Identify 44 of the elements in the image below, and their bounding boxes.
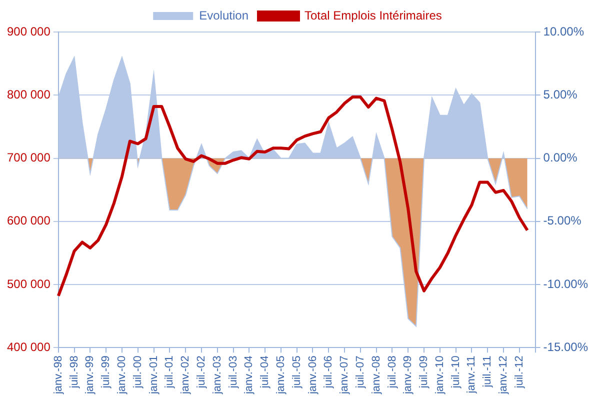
x-tick-label: juil.-06 (322, 356, 335, 390)
x-tick-label: janv.-05 (274, 356, 287, 396)
x-tick-label: janv.-04 (243, 356, 256, 396)
x-tick-label: juil.-05 (290, 356, 303, 390)
x-tick-label: janv.-01 (148, 356, 160, 396)
x-tick-label: janv.-99 (84, 356, 96, 396)
x-tick-label: janv.-11 (466, 356, 478, 394)
y2-tick-label: 10.00% (543, 24, 584, 38)
legend-label: Total Emplois Intérimaires (304, 8, 442, 22)
x-tick-label: juil.-01 (164, 356, 176, 390)
y-tick-label: 400 000 (6, 340, 51, 354)
x-tick-label: janv.-02 (180, 356, 192, 396)
y-tick-label: 700 000 (6, 150, 51, 165)
x-tick-label: juil.-07 (354, 356, 366, 390)
y2-tick-label: 5.00% (543, 87, 578, 102)
x-tick-label: janv.-06 (306, 356, 319, 396)
x-tick-label: juil.-00 (132, 356, 144, 390)
x-tick-label: juil.-08 (386, 356, 398, 390)
x-tick-label: janv.-09 (402, 356, 414, 396)
x-tick-label: janv.-08 (370, 356, 382, 396)
x-tick-label: juil.-11 (482, 356, 494, 388)
y-tick-label: 900 000 (6, 24, 51, 38)
y-tick-label: 600 000 (6, 214, 51, 228)
x-tick-label: juil.-09 (418, 356, 430, 390)
y-tick-label: 800 000 (6, 87, 51, 102)
x-tick-label: juil.-03 (227, 356, 240, 390)
legend-label: Evolution (199, 8, 249, 22)
y2-tick-label: -5.00% (543, 214, 582, 228)
y2-tick-label: -15.00% (543, 340, 588, 354)
x-tick-label: juil.-04 (259, 356, 272, 390)
x-tick-label: janv.-10 (434, 356, 446, 396)
y-tick-label: 500 000 (6, 276, 51, 291)
x-tick-label: juil.-98 (68, 356, 80, 390)
x-tick-label: janv.-07 (338, 356, 351, 396)
x-tick-label: juil.-10 (450, 356, 462, 390)
x-tick-label: juil.-12 (513, 356, 526, 390)
x-tick-label: juil.-99 (100, 356, 112, 390)
y2-tick-label: -10.00% (543, 276, 588, 291)
x-tick-label: janv.-00 (116, 356, 128, 396)
x-tick-label: janv.-12 (498, 356, 510, 396)
x-tick-label: juil.-02 (195, 356, 208, 390)
x-tick-label: janv.-98 (52, 356, 64, 396)
y2-tick-label: 0.00% (543, 150, 578, 165)
x-tick-label: janv.-03 (211, 356, 224, 396)
